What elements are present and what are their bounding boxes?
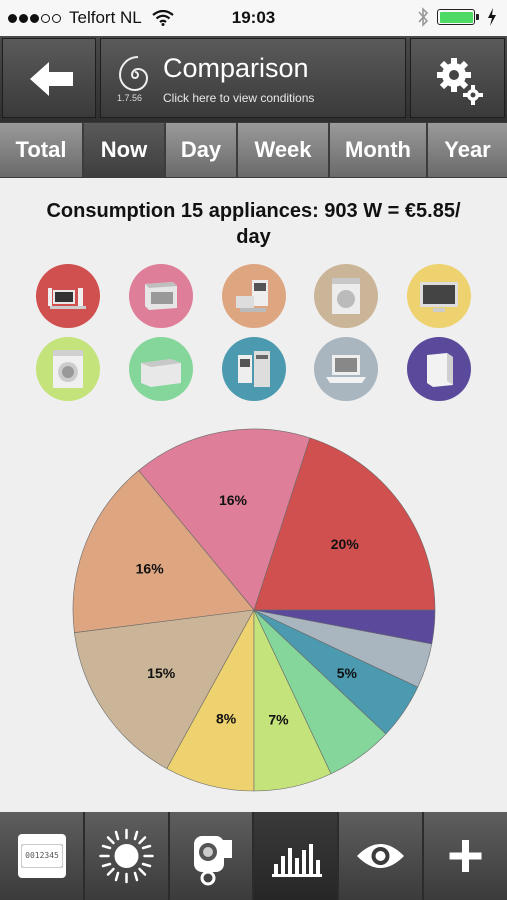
back-button[interactable] xyxy=(2,38,96,118)
audio-video-icon xyxy=(36,264,100,328)
app-header: 1.7.56 Comparison Click here to view con… xyxy=(0,36,507,122)
status-bar: Telfort NL 19:03 xyxy=(0,0,507,36)
sun-button[interactable] xyxy=(84,812,168,900)
dryer-icon xyxy=(314,264,378,328)
page-title: Comparison xyxy=(163,53,309,83)
pie-slice-label: 7% xyxy=(268,712,289,728)
kitchen-appliances-icon xyxy=(222,264,286,328)
tab-now[interactable]: Now xyxy=(84,123,166,177)
pie-slice xyxy=(138,428,311,611)
tab-month[interactable]: Month xyxy=(330,123,428,177)
appliance-fridge-button[interactable] xyxy=(407,337,471,401)
tab-year[interactable]: Year xyxy=(428,123,507,177)
consumption-pie-chart: 20% 16% 16% 15% 8% 7% 5% xyxy=(72,428,436,792)
clock: 19:03 xyxy=(231,8,276,27)
pie-slice-label: 20% xyxy=(331,536,360,552)
appliance-plug-icon xyxy=(193,836,232,886)
meter-button[interactable]: 0012345 xyxy=(0,812,83,900)
plus-icon xyxy=(449,840,482,872)
bluetooth-icon xyxy=(418,7,429,27)
carrier-group: Telfort NL xyxy=(8,8,174,28)
settings-button[interactable] xyxy=(410,38,505,118)
summary-line-1: Consumption 15 appliances: 903 W = €5.85… xyxy=(46,200,461,222)
consumption-summary: Consumption 15 appliances: 903 W = €5.85… xyxy=(0,198,507,250)
television-icon xyxy=(407,264,471,328)
tab-day[interactable]: Day xyxy=(166,123,238,177)
appliance-button[interactable] xyxy=(169,812,253,900)
pie-slice-label: 5% xyxy=(337,665,358,681)
pie-slice xyxy=(74,609,255,770)
dishwasher-icon xyxy=(129,264,193,328)
sun-icon xyxy=(99,828,154,884)
page-subtitle: Click here to view conditions xyxy=(163,91,315,105)
battery-icon xyxy=(437,9,479,25)
tab-week[interactable]: Week xyxy=(238,123,330,177)
version-label: 1.7.56 xyxy=(117,93,143,103)
pie-slice-label: 8% xyxy=(216,711,237,727)
appliance-dryer-button[interactable] xyxy=(314,264,378,328)
pie-slice xyxy=(253,437,436,611)
arrow-left-icon xyxy=(30,62,73,96)
laptop-icon xyxy=(314,337,378,401)
eye-icon xyxy=(357,844,405,868)
gears-icon xyxy=(437,58,483,105)
bottom-nav: 0012345 xyxy=(0,812,507,900)
add-button[interactable] xyxy=(424,812,507,900)
appliance-computer-button[interactable] xyxy=(222,337,286,401)
computer-icon xyxy=(222,337,286,401)
charging-icon xyxy=(488,8,496,26)
washing-machine-icon xyxy=(36,337,100,401)
signal-strength-icon xyxy=(8,13,61,23)
pie-slice xyxy=(72,470,255,634)
pie-slice-label: 16% xyxy=(136,561,165,577)
status-right xyxy=(417,7,497,27)
meter-reading: 0012345 xyxy=(22,845,62,867)
bar-chart-icon xyxy=(272,844,323,877)
tab-total[interactable]: Total xyxy=(0,123,84,177)
freezer-icon xyxy=(129,337,193,401)
pie-slice-label: 15% xyxy=(147,665,176,681)
appliance-freezer-button[interactable] xyxy=(129,337,193,401)
spiral-logo-icon xyxy=(118,56,149,92)
appliance-kitchen-button[interactable] xyxy=(222,264,286,328)
fridge-icon xyxy=(407,337,471,401)
conditions-button[interactable]: 1.7.56 Comparison Click here to view con… xyxy=(100,38,406,118)
appliance-dishwasher-button[interactable] xyxy=(129,264,193,328)
comparison-button[interactable] xyxy=(254,812,338,900)
appliance-audio-video-button[interactable] xyxy=(36,264,100,328)
pie-slice-label: 16% xyxy=(219,492,248,508)
appliance-television-button[interactable] xyxy=(407,264,471,328)
pie-slice xyxy=(253,609,436,645)
pie-slice xyxy=(166,609,255,792)
carrier-name: Telfort NL xyxy=(69,8,142,27)
appliance-laptop-button[interactable] xyxy=(314,337,378,401)
wifi-icon xyxy=(152,10,174,26)
summary-line-2: day xyxy=(236,226,271,248)
period-tabs: Total Now Day Week Month Year xyxy=(0,122,507,178)
appliance-washing-machine-button[interactable] xyxy=(36,337,100,401)
view-button[interactable] xyxy=(339,812,423,900)
